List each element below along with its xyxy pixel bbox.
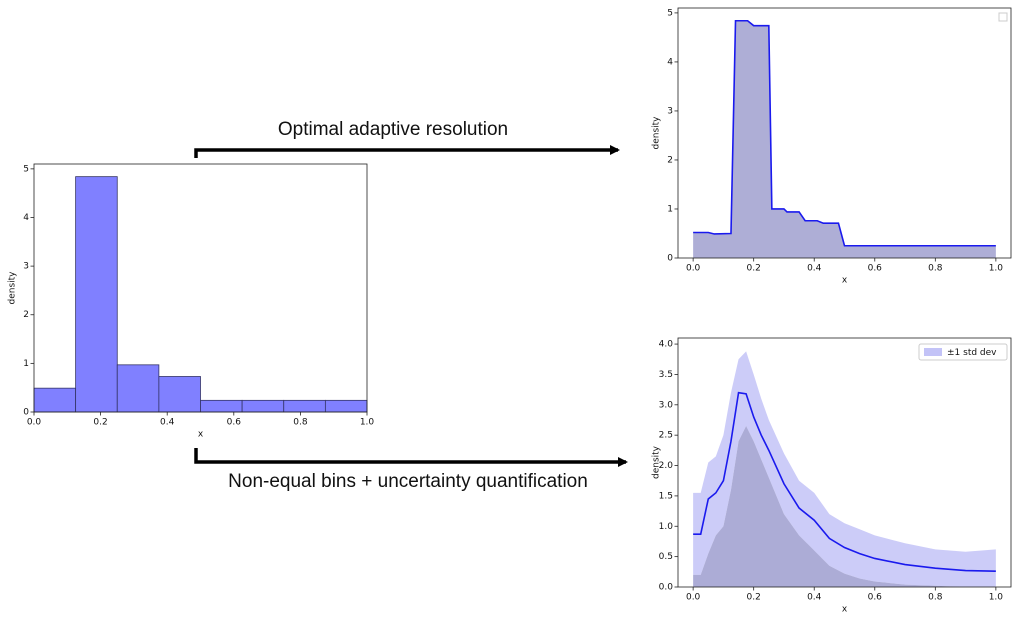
y-tick-label: 2 (23, 310, 29, 320)
y-tick-label: 5 (667, 8, 673, 18)
x-tick-label: 0.2 (93, 418, 107, 428)
y-axis-label: density (652, 445, 662, 479)
y-tick-label: 3 (23, 262, 29, 272)
plot-frame (33, 163, 368, 413)
bar (158, 376, 201, 413)
y-tick-label: 0.5 (659, 552, 673, 562)
x-axis-label: x (842, 276, 848, 286)
plot-frame (677, 7, 1012, 259)
y-tick-label: 2 (667, 155, 673, 165)
line (693, 19, 996, 247)
y-tick-label: 0.0 (659, 583, 674, 593)
x-axis-label: x (842, 605, 848, 615)
y-tick-label: 0 (667, 254, 673, 264)
y-tick-label: 4 (23, 213, 29, 223)
bar (116, 364, 160, 413)
y-tick-label: 1 (667, 204, 673, 214)
x-tick-label: 1.0 (989, 264, 1004, 274)
x-tick-label: 1.0 (989, 593, 1004, 603)
x-tick-label: 0.4 (160, 418, 175, 428)
y-axis-label: density (8, 271, 18, 305)
bar (241, 399, 285, 413)
y-tick-label: 4 (667, 57, 673, 67)
bar (200, 399, 243, 413)
x-tick-label: 0.0 (686, 593, 701, 603)
y-tick-label: 3.0 (659, 400, 674, 410)
legend-label: ±1 std dev (947, 348, 997, 358)
x-tick-label: 0.0 (27, 418, 42, 428)
std-band (693, 351, 996, 587)
legend-swatch (924, 348, 942, 356)
x-tick-label: 0.6 (868, 264, 883, 274)
y-tick-label: 1.0 (659, 522, 674, 532)
x-tick-label: 0.2 (747, 593, 761, 603)
y-tick-label: 1.5 (659, 491, 673, 501)
bar (75, 176, 118, 413)
bar (324, 399, 368, 413)
y-tick-label: 4.0 (659, 340, 674, 350)
plot-frame (677, 337, 1012, 588)
area (693, 20, 996, 258)
x-tick-label: 0.0 (686, 264, 701, 274)
x-axis-label: x (198, 430, 204, 440)
y-tick-label: 3 (667, 106, 673, 116)
arrow (194, 145, 620, 158)
bar (33, 387, 77, 413)
y-axis-label: density (652, 116, 662, 150)
empty-legend (998, 12, 1008, 22)
y-tick-label: 3.5 (659, 370, 673, 380)
arrow (194, 448, 628, 467)
y-tick-label: 2.0 (659, 461, 674, 471)
bar (283, 399, 326, 413)
y-tick-label: 2.5 (659, 431, 673, 441)
annotation: Optimal adaptive resolution (278, 119, 508, 140)
lower-area (693, 426, 996, 587)
x-tick-label: 0.6 (227, 418, 242, 428)
x-tick-label: 0.6 (868, 593, 883, 603)
x-tick-label: 1.0 (360, 418, 375, 428)
x-tick-label: 0.2 (747, 264, 761, 274)
y-tick-label: 1 (23, 359, 29, 369)
x-tick-label: 0.8 (928, 593, 943, 603)
x-tick-label: 0.8 (293, 418, 308, 428)
line (693, 391, 996, 573)
annotation: Non-equal bins + uncertainty quantificat… (228, 471, 588, 492)
y-tick-label: 5 (23, 164, 29, 174)
y-tick-label: 0 (23, 408, 29, 418)
x-tick-label: 0.8 (928, 264, 943, 274)
x-tick-label: 0.4 (807, 264, 822, 274)
x-tick-label: 0.4 (807, 593, 822, 603)
